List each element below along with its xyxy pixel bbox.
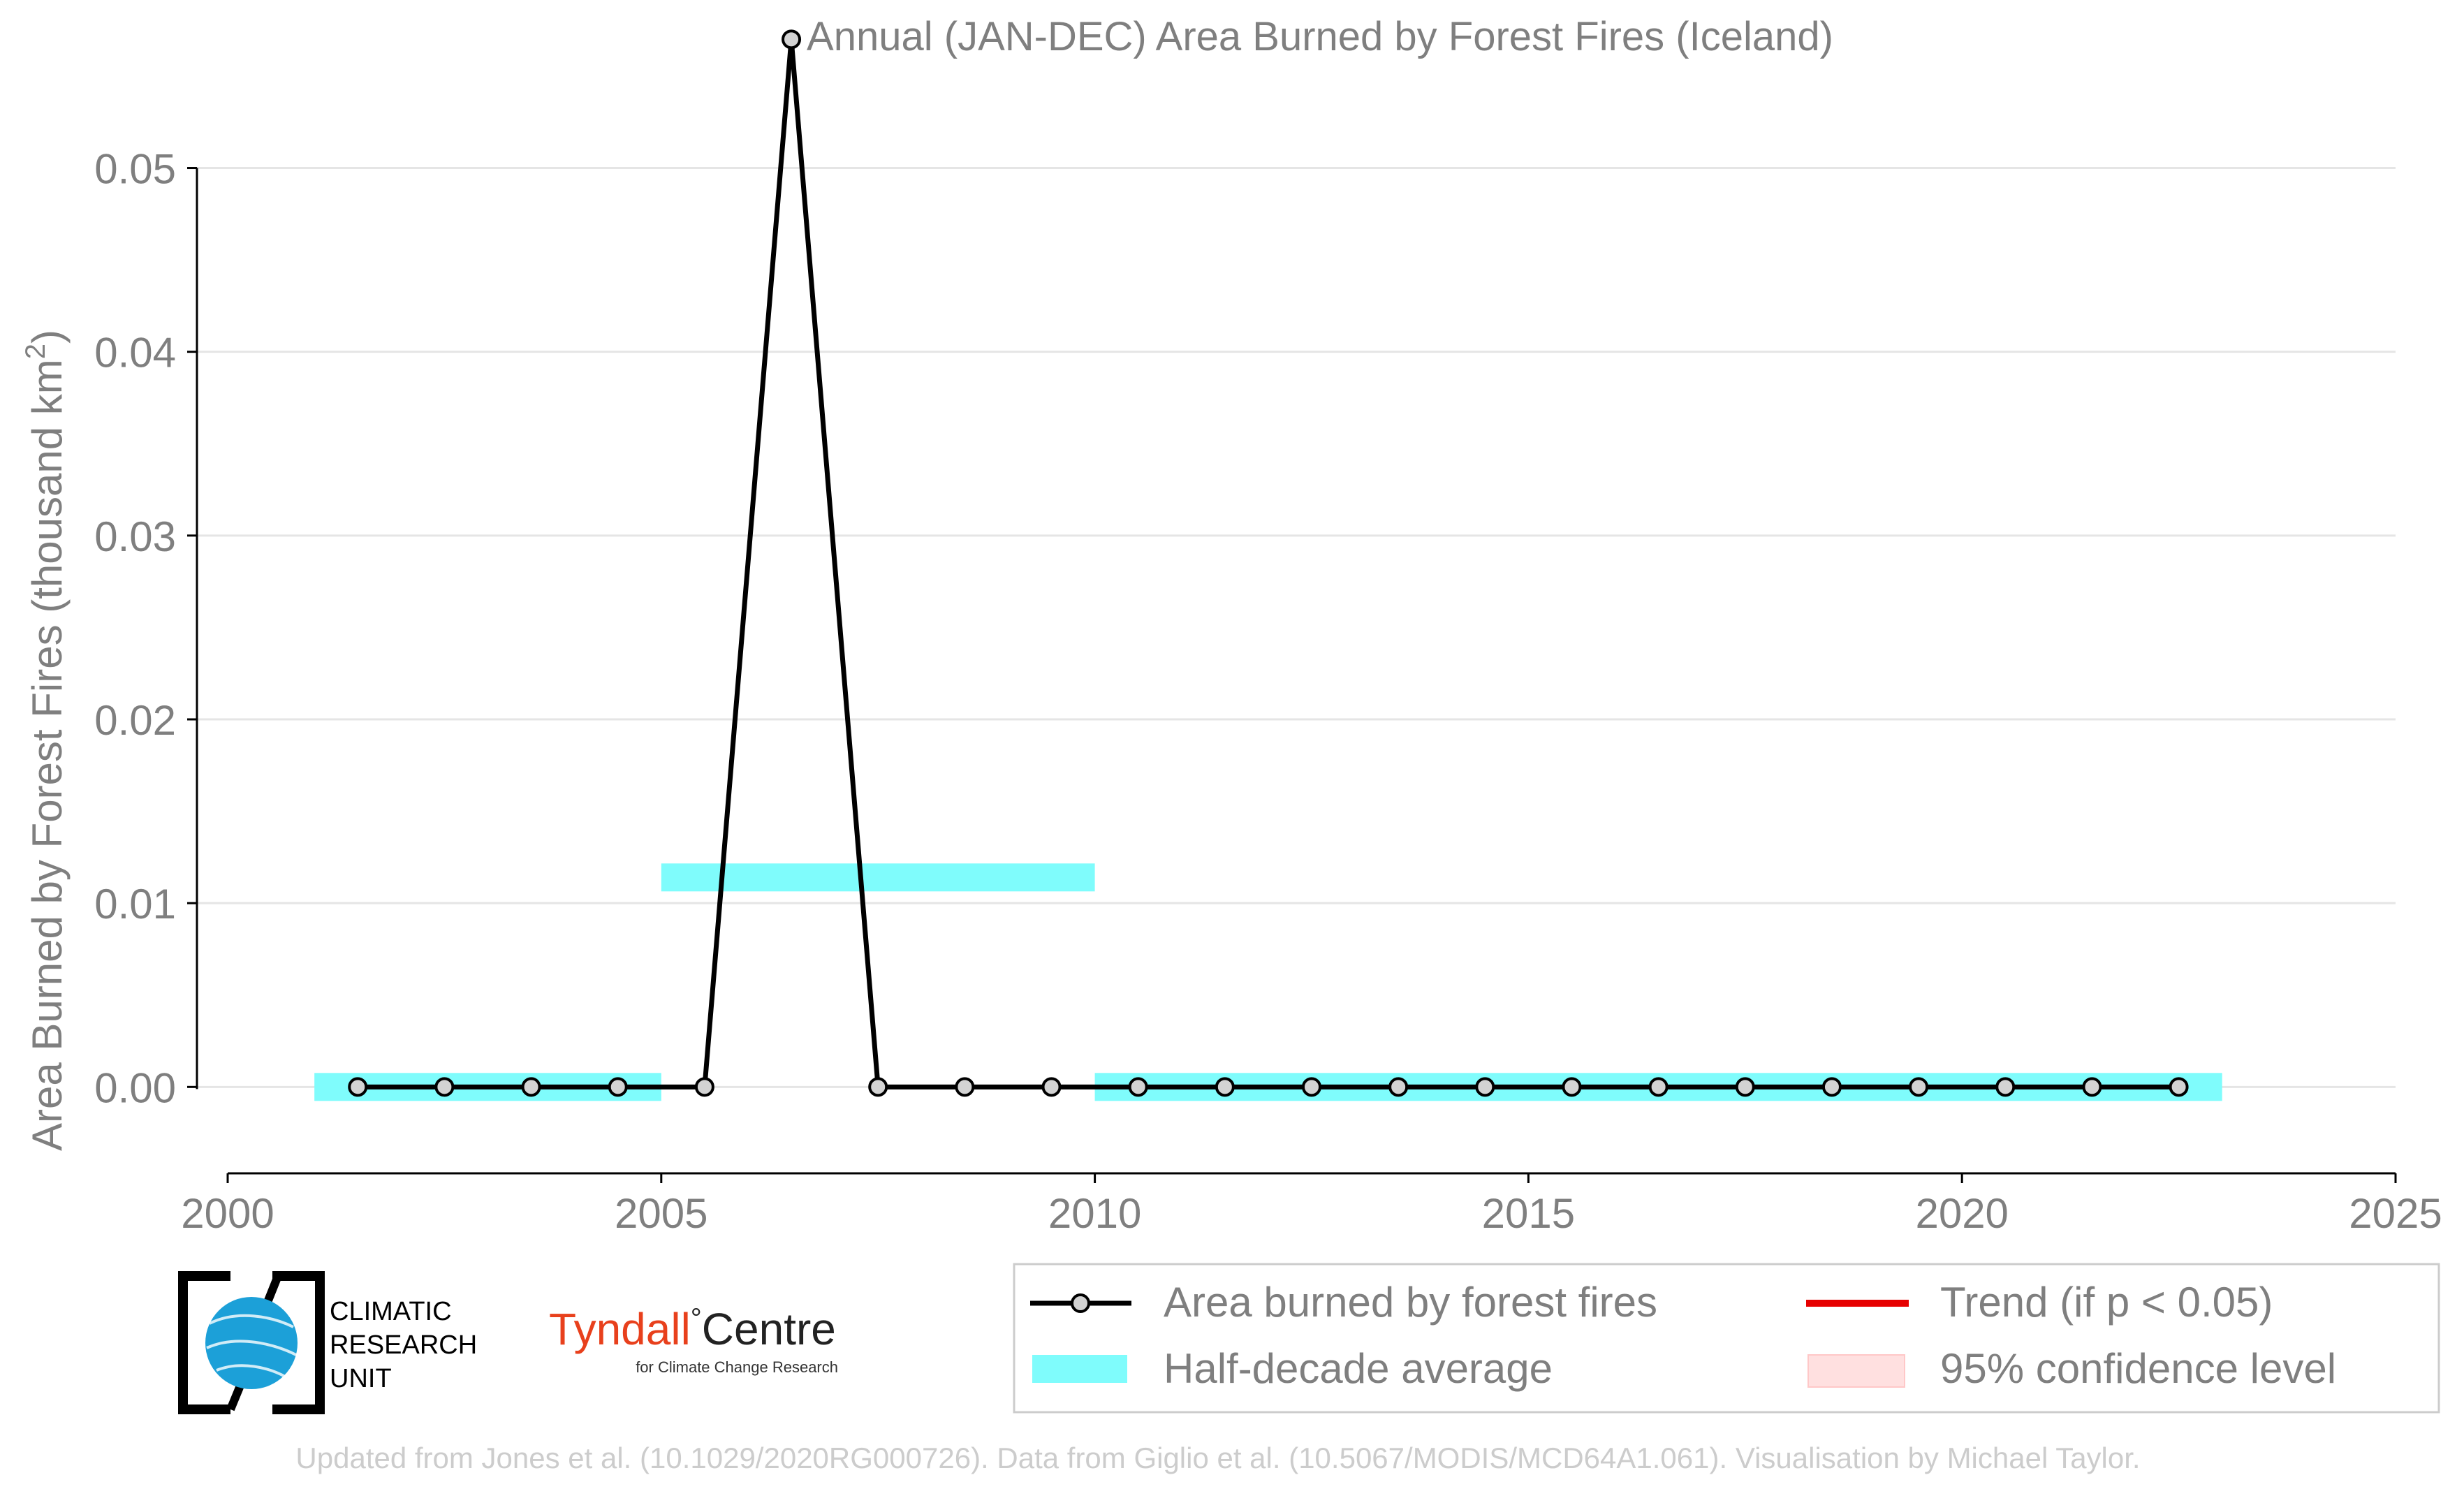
data-point [2169,1077,2189,1097]
data-point [1302,1077,1321,1097]
y-tick-labels: 0.00 0.01 0.02 0.03 0.04 0.05 [94,146,176,1112]
x-tick-label: 2025 [2349,1190,2442,1237]
y-axis-label: Area Burned by Forest Fires (thousand km… [20,330,71,1151]
x-tick-label: 2020 [1915,1190,2008,1237]
data-point [694,1077,714,1097]
y-tick-label: 0.02 [94,697,176,744]
cru-logo-bracket-notch [264,1274,282,1303]
data-point [608,1077,628,1097]
cru-logo-text-3: UNIT [330,1364,392,1393]
legend-label-confidence: 95% confidence level [1940,1345,2336,1392]
globe-icon-swirl-1 [209,1314,294,1328]
data-point [434,1077,455,1097]
legend-marker-area-burned [1071,1293,1090,1313]
y-axis-label-close: ) [24,330,71,344]
half-decade-average-bars [314,863,2222,1101]
x-tick-label: 2010 [1048,1190,1141,1237]
data-point [348,1077,368,1097]
cru-logo: CLIMATIC RESEARCH UNIT [178,1271,477,1414]
data-point [1562,1077,1582,1097]
legend-frame [1013,1263,2440,1414]
data-point [1995,1077,2016,1097]
cru-logo-bracket-right [272,1271,325,1414]
globe-icon-swirl-2 [206,1340,297,1356]
grid-lines [197,167,2396,1088]
x-tick-label: 2005 [615,1190,707,1237]
x-tick-label: 2000 [181,1190,274,1237]
data-point [955,1077,975,1097]
cru-logo-bracket-notch-2 [226,1384,244,1411]
y-tick-label: 0.01 [94,881,176,927]
cru-logo-bracket-left [178,1271,230,1414]
legend-label-half-decade: Half-decade average [1164,1345,1553,1392]
data-point [1041,1077,1062,1097]
tyndall-logo-degree: ° [691,1303,702,1334]
globe-icon-swirl-3 [216,1364,287,1379]
legend-label-trend: Trend (if p < 0.05) [1940,1279,2273,1326]
chart-title: Annual (JAN-DEC) Area Burned by Forest F… [807,14,1833,59]
data-point [2082,1077,2102,1097]
data-point [1909,1077,1929,1097]
tyndall-logo-name: Tyndall [549,1304,691,1354]
tyndall-logo-subtitle: for Climate Change Research [636,1358,838,1376]
data-point [782,29,802,50]
legend-label-area-burned: Area burned by forest fires [1164,1279,1657,1326]
legend-swatch-confidence [1807,1354,1905,1388]
data-point [868,1077,888,1097]
data-point [1735,1077,1755,1097]
y-tick-label: 0.03 [94,513,176,560]
data-point [1128,1077,1148,1097]
tyndall-logo-centre: Centre [702,1304,836,1354]
series-area-burned [348,29,2189,1097]
cru-logo-text-2: RESEARCH [330,1330,477,1360]
cru-logo-text-1: CLIMATIC [330,1297,452,1326]
x-tick-label: 2015 [1482,1190,1575,1237]
half-decade-average-bar [661,863,1095,892]
tyndall-centre-logo: Tyndall°Centre for Climate Change Resear… [549,1303,838,1376]
footer-credit: Updated from Jones et al. (10.1029/2020R… [295,1442,2140,1474]
y-tick-label: 0.00 [94,1064,176,1111]
data-point [1215,1077,1235,1097]
data-point [1648,1077,1669,1097]
x-tick-labels: 2000 2005 2010 2015 2020 2025 [181,1190,2442,1237]
y-tick-label: 0.05 [94,146,176,193]
axes [187,167,2397,1183]
legend: Area burned by forest fires Half-decade … [1013,1263,2440,1414]
data-point [1821,1077,1842,1097]
y-tick-label: 0.04 [94,330,176,376]
y-axis-label-superscript: 2 [20,344,51,359]
data-point [521,1077,541,1097]
data-point [1388,1077,1409,1097]
y-axis-label-main: Area Burned by Forest Fires (thousand km [24,359,71,1151]
tyndall-logo-title: Tyndall°Centre [549,1303,836,1354]
series-line [358,39,2179,1090]
legend-swatch-half-decade [1032,1355,1127,1383]
data-point [1475,1077,1495,1097]
